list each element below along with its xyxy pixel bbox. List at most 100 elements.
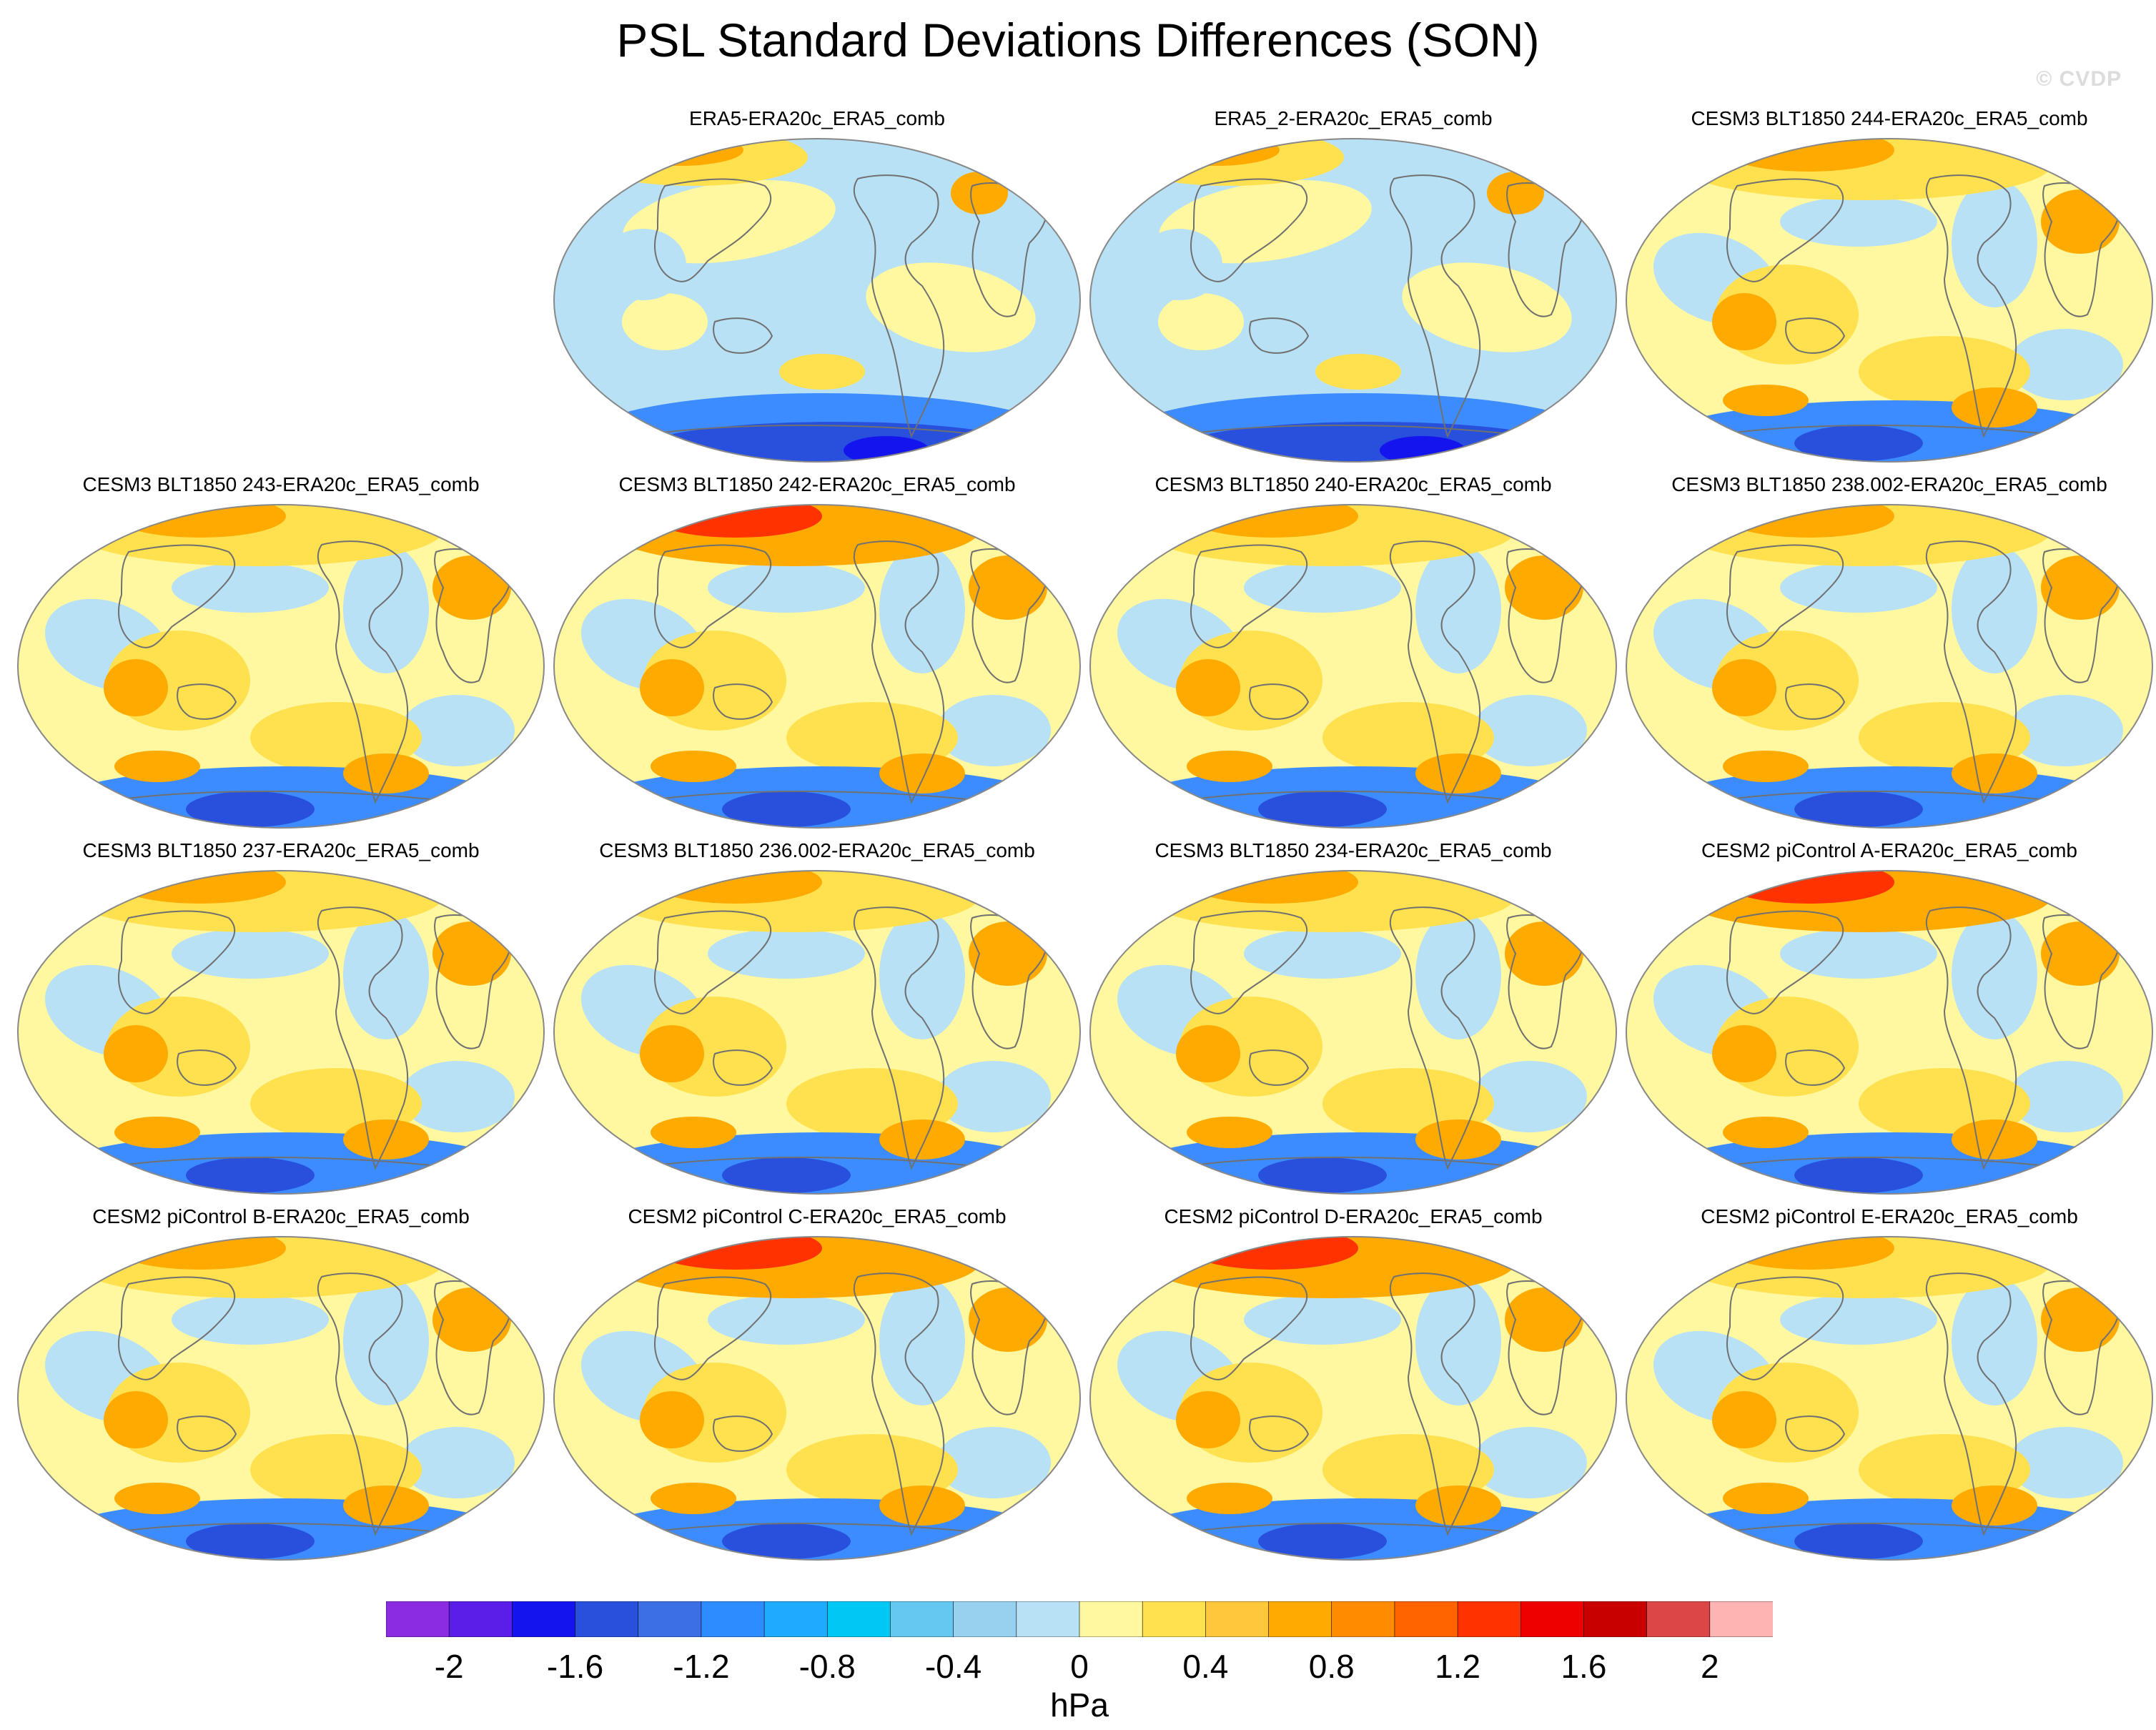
map-panel: CESM2 piControl A-ERA20c_ERA5_comb [1623, 839, 2156, 1197]
map-outline [553, 1236, 1081, 1561]
map-outline [553, 504, 1081, 829]
map-plot [17, 1236, 545, 1561]
map-panel: CESM3 BLT1850 242-ERA20c_ERA5_comb [550, 473, 1084, 831]
map-panel: CESM2 piControl B-ERA20c_ERA5_comb [14, 1205, 548, 1563]
map-panel: CESM3 BLT1850 244-ERA20c_ERA5_comb [1623, 107, 2156, 465]
coastlines [636, 540, 1047, 804]
colorbar-swatch [1646, 1601, 1711, 1637]
panel-title: CESM3 BLT1850 242-ERA20c_ERA5_comb [618, 473, 1016, 495]
colorbar-swatch [953, 1601, 1017, 1637]
map-plot [1626, 1236, 2153, 1561]
map-outline [1626, 504, 2153, 829]
colorbar-tick-label: -2 [434, 1648, 464, 1685]
panel-title: CESM3 BLT1850 234-ERA20c_ERA5_comb [1154, 839, 1552, 861]
panel-title: CESM3 BLT1850 236.002-ERA20c_ERA5_comb [599, 839, 1035, 861]
colorbar-tick-label: 2 [1701, 1648, 1719, 1685]
colorbar-swatch [826, 1601, 891, 1637]
coastlines [1172, 1272, 1583, 1536]
map-panel: CESM3 BLT1850 234-ERA20c_ERA5_comb [1087, 839, 1620, 1197]
panel-title: CESM2 piControl D-ERA20c_ERA5_comb [1164, 1205, 1543, 1227]
map-plot [1089, 870, 1617, 1195]
figure-title: PSL Standard Deviations Differences (SON… [616, 14, 1540, 66]
map-outline [17, 870, 545, 1195]
map-outline [1626, 870, 2153, 1195]
map-plot [1626, 138, 2153, 463]
colorbar-swatch [1394, 1601, 1458, 1637]
map-outline [1089, 504, 1617, 829]
colorbar-swatch [638, 1601, 702, 1637]
colorbar: -2 -1.6 -1.2 -0.8 -0.4 0 0.4 0.8 1.2 1.6 2 hPa [386, 1601, 1773, 1724]
colorbar-tick-label: -0.4 [924, 1648, 982, 1685]
colorbar-tick-label: 1.2 [1435, 1648, 1481, 1685]
map-plot [553, 138, 1081, 463]
map-plot [1626, 504, 2153, 829]
map-outline [1089, 1236, 1617, 1561]
psl-difference-field [18, 505, 544, 828]
colorbar-swatch [512, 1601, 576, 1637]
map-outline [553, 138, 1081, 463]
colorbar-swatch [386, 1601, 450, 1637]
colorbar-swatch [1457, 1601, 1522, 1637]
coastlines [99, 1272, 511, 1536]
colorbar-swatch [1205, 1601, 1270, 1637]
map-panel: ERA5_2-ERA20c_ERA5_comb [1087, 107, 1620, 465]
panel-title: CESM2 piControl C-ERA20c_ERA5_comb [628, 1205, 1007, 1227]
panel-title: CESM3 BLT1850 237-ERA20c_ERA5_comb [82, 839, 480, 861]
map-panel: CESM2 piControl C-ERA20c_ERA5_comb [550, 1205, 1084, 1563]
colorbar-swatch [1520, 1601, 1585, 1637]
map-plot [553, 870, 1081, 1195]
colorbar-tick-label: -0.8 [798, 1648, 856, 1685]
colorbar-swatch [1016, 1601, 1080, 1637]
colorbar-swatch [575, 1601, 639, 1637]
map-plot [553, 1236, 1081, 1561]
map-outline [1089, 138, 1617, 463]
coastlines [99, 540, 511, 804]
map-panel: CESM2 piControl D-ERA20c_ERA5_comb [1087, 1205, 1620, 1563]
coastlines [636, 174, 1047, 438]
map-panel: ERA5-ERA20c_ERA5_comb [550, 107, 1084, 465]
map-plot [17, 870, 545, 1195]
cvdp-watermark: © CVDP [2036, 67, 2122, 91]
panel-title: CESM2 piControl A-ERA20c_ERA5_comb [1701, 839, 2077, 861]
panel-title: CESM2 piControl B-ERA20c_ERA5_comb [92, 1205, 470, 1227]
map-plot [1626, 870, 2153, 1195]
map-plot [1089, 504, 1617, 829]
colorbar-unit: hPa [1050, 1686, 1109, 1724]
psl-difference-field [1626, 139, 2152, 462]
coastlines [1172, 906, 1583, 1170]
panel-title: CESM3 BLT1850 240-ERA20c_ERA5_comb [1154, 473, 1552, 495]
map-plot [553, 504, 1081, 829]
panel-title: CESM2 piControl E-ERA20c_ERA5_comb [1701, 1205, 2078, 1227]
map-outline [553, 870, 1081, 1195]
map-plot [17, 504, 545, 829]
colorbar-swatch [701, 1601, 765, 1637]
panel-title: ERA5-ERA20c_ERA5_comb [689, 107, 945, 129]
map-plot [1089, 138, 1617, 463]
colorbar-swatch [1079, 1601, 1143, 1637]
colorbar-tick-label: -1.6 [546, 1648, 604, 1685]
colorbar-tick-label: 0 [1070, 1648, 1089, 1685]
map-outline [17, 1236, 545, 1561]
colorbar-tick-label: 0.8 [1308, 1648, 1355, 1685]
colorbar-swatch [890, 1601, 954, 1637]
psl-difference-field [554, 871, 1080, 1194]
map-panel: CESM2 piControl E-ERA20c_ERA5_comb [1623, 1205, 2156, 1563]
map-panel: CESM3 BLT1850 236.002-ERA20c_ERA5_comb [550, 839, 1084, 1197]
map-plot [1089, 1236, 1617, 1561]
colorbar-swatch [448, 1601, 513, 1637]
map-panel: CESM3 BLT1850 238.002-ERA20c_ERA5_comb [1623, 473, 2156, 831]
colorbar-swatch [1268, 1601, 1332, 1637]
psl-difference-field [1090, 871, 1616, 1194]
map-outline [17, 504, 545, 829]
panel-title: CESM3 BLT1850 243-ERA20c_ERA5_comb [82, 473, 480, 495]
panel-title: ERA5_2-ERA20c_ERA5_comb [1214, 107, 1493, 129]
colorbar-swatch [1583, 1601, 1648, 1637]
panel-title: CESM3 BLT1850 244-ERA20c_ERA5_comb [1691, 107, 2088, 129]
colorbar-swatch [1142, 1601, 1207, 1637]
psl-difference-field [1090, 505, 1616, 828]
colorbar-swatches [386, 1601, 1773, 1637]
coastlines [636, 1272, 1047, 1536]
map-outline [1089, 870, 1617, 1195]
map-panel: CESM3 BLT1850 240-ERA20c_ERA5_comb [1087, 473, 1620, 831]
